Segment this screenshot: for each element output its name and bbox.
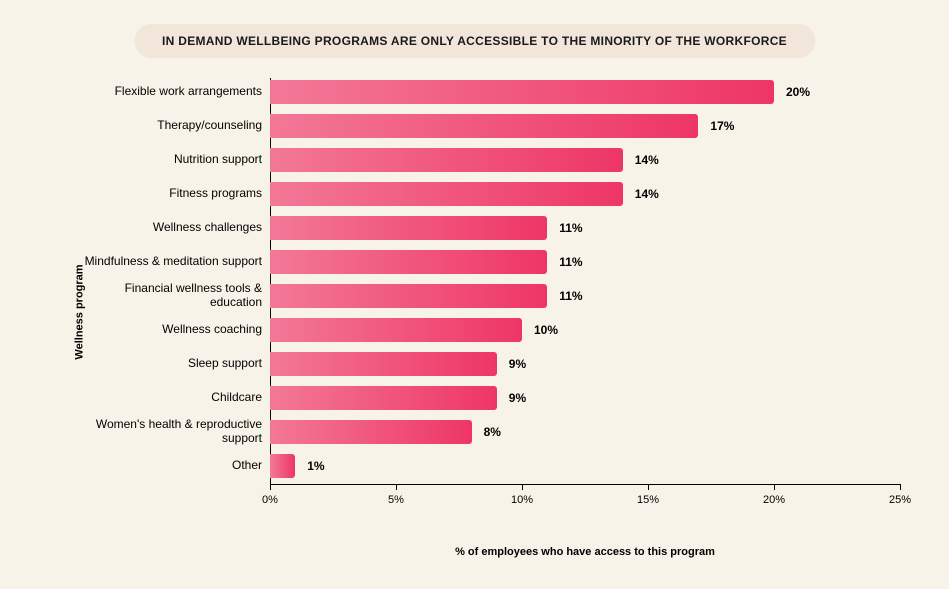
bar-row: Wellness coaching10% [270,318,900,342]
x-tick-label: 0% [262,494,278,506]
bar-value: 14% [635,187,659,201]
bar [270,284,547,308]
bar-value: 9% [509,357,526,371]
bar-label: Nutrition support [72,153,262,167]
bar-label: Childcare [72,391,262,405]
bar-value: 20% [786,85,810,99]
bar-row: Sleep support9% [270,352,900,376]
bar-label: Women's health & reproductive support [72,418,262,446]
bar-value: 8% [484,425,501,439]
bar-label: Flexible work arrangements [72,85,262,99]
bar-value: 14% [635,153,659,167]
x-tick [270,484,271,490]
y-axis-title: Wellness program [74,264,86,359]
plot-region: Flexible work arrangements20% Therapy/cou… [270,78,900,514]
x-tick [522,484,523,490]
x-tick-label: 10% [511,494,533,506]
bar-value: 10% [534,323,558,337]
x-tick-label: 25% [889,494,911,506]
chart-title-pill: IN DEMAND WELLBEING PROGRAMS ARE ONLY AC… [134,24,815,58]
bar [270,80,774,104]
x-tick-label: 15% [637,494,659,506]
bar-value: 11% [559,221,582,235]
x-tick [900,484,901,490]
bar-value: 11% [559,289,582,303]
bar-row: Fitness programs14% [270,182,900,206]
bar [270,420,472,444]
bar-row: Financial wellness tools & education11% [270,284,900,308]
bar-label: Wellness challenges [72,221,262,235]
bar-row: Wellness challenges11% [270,216,900,240]
bar-row: Women's health & reproductive support8% [270,420,900,444]
bar-label: Therapy/counseling [72,119,262,133]
bar-value: 17% [710,119,734,133]
bar-label: Other [72,459,262,473]
bar-label: Financial wellness tools & education [72,282,262,310]
bar [270,148,623,172]
x-axis-line [270,484,900,485]
x-tick-label: 20% [763,494,785,506]
x-axis-title: % of employees who have access to this p… [270,546,900,558]
bar-row: Other1% [270,454,900,478]
bar [270,386,497,410]
bar-row: Flexible work arrangements20% [270,80,900,104]
bar [270,318,522,342]
bar [270,454,295,478]
x-tick-label: 5% [388,494,404,506]
bar [270,250,547,274]
x-tick [396,484,397,490]
bar-value: 9% [509,391,526,405]
x-tick [648,484,649,490]
chart-area: Wellness program Flexible work arrangeme… [70,72,920,552]
bar-value: 11% [559,255,582,269]
bar-label: Fitness programs [72,187,262,201]
bar-value: 1% [307,459,324,473]
bar-row: Therapy/counseling17% [270,114,900,138]
bar-row: Nutrition support14% [270,148,900,172]
bar [270,182,623,206]
bar-label: Sleep support [72,357,262,371]
chart-title: IN DEMAND WELLBEING PROGRAMS ARE ONLY AC… [162,34,787,48]
bar-row: Mindfulness & meditation support11% [270,250,900,274]
bar [270,216,547,240]
bar-label: Wellness coaching [72,323,262,337]
bar [270,352,497,376]
x-tick [774,484,775,490]
bar-label: Mindfulness & meditation support [72,255,262,269]
bar [270,114,698,138]
bar-row: Childcare9% [270,386,900,410]
